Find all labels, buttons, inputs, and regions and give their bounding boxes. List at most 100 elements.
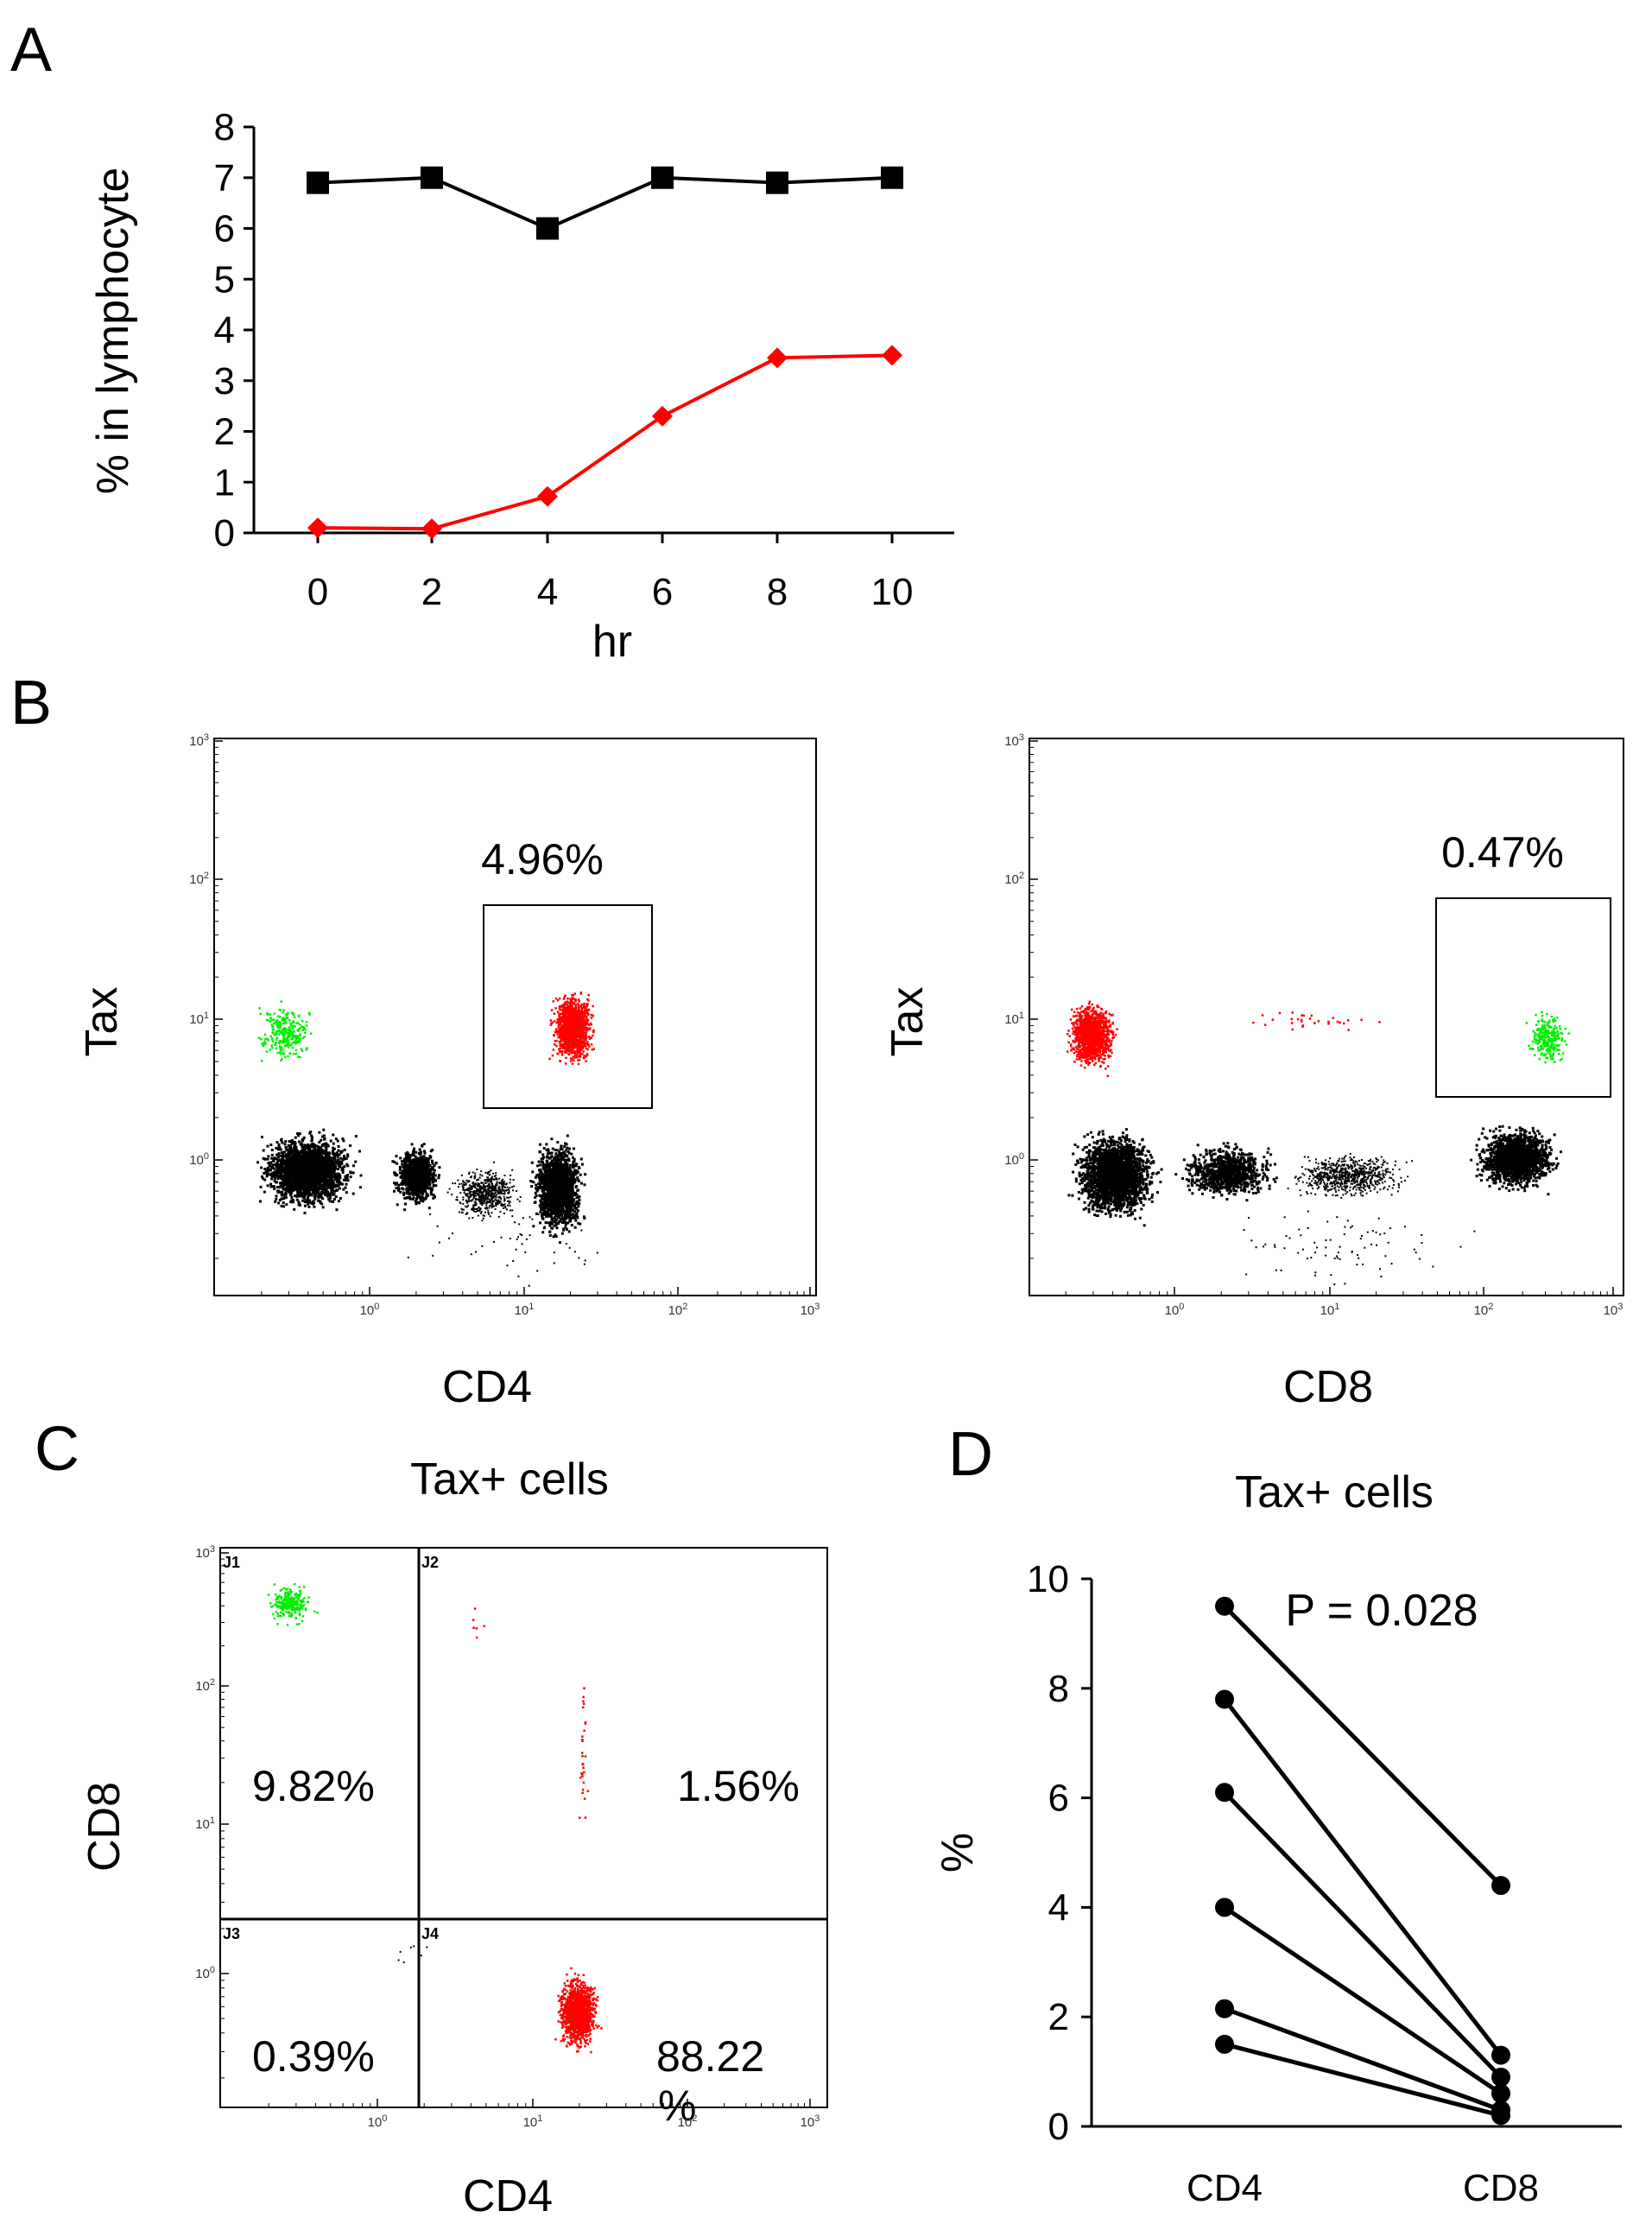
panel-b-left-event-dot [404,1173,408,1176]
panel-b-left-event-dot [322,1150,326,1153]
panel-b-left-event-dot [278,1175,282,1178]
panel-b-left-event-dot [575,1196,579,1200]
panel-b-left-event-dot [407,1172,410,1175]
panel-b-left-event-dot [294,1183,297,1187]
panel-b-left-event-dot [478,1185,480,1188]
panel-b-left-event-dot [318,1148,321,1151]
panel-b-left-event-dot [313,1195,317,1199]
panel-b-left-event-dot [301,1167,303,1170]
panel-b-left-event-dot [422,1198,426,1201]
panel-b-left-event-dot [559,1159,562,1163]
panel-b-left-event-dot [409,1185,413,1188]
panel-b-left-event-dot [259,1200,262,1203]
panel-b-left-event-dot [302,1182,306,1186]
panel-b-left-event-dot [402,1176,405,1180]
panel-b-left-event-dot [472,1190,475,1193]
panel-b-left-event-dot [582,1215,585,1219]
panel-b-left-event-dot [433,1164,436,1168]
panel-b-left-event-dot [346,1153,350,1156]
panel-b-left-event-dot [272,1159,275,1163]
panel-b-left-event-dot [483,1188,485,1191]
panel-b-left-event-dot [402,1182,405,1186]
panel-b-left-event-dot [410,1169,413,1172]
panel-b-left-event-dot [497,1202,499,1205]
panel-b-left-event-dot [480,1194,483,1196]
panel-b-left-event-dot [281,1158,283,1162]
panel-b-left-event-dot [566,1221,570,1225]
panel-b-left-event-dot [479,1201,482,1203]
panel-b-left-event-dot [476,1190,478,1192]
panel-b-left-event-dot [484,1214,485,1217]
panel-b-left-event-dot [485,1179,488,1182]
panel-b-left-event-dot [485,1206,488,1208]
panel-b-left-event-dot [479,1174,482,1176]
panel-b-left-event-dot [422,1157,426,1161]
panel-b-left-event-dot [276,1171,279,1175]
panel-b-left-event-dot [409,1163,413,1166]
panel-b-left-event-dot [313,1168,316,1171]
panel-b-left-event-dot [488,1201,491,1204]
panel-b-left-event-dot [480,1199,482,1201]
panel-b-left-event-dot [320,1160,324,1163]
panel-b-left-event-dot [465,1199,467,1201]
panel-b-left-event-dot [344,1178,347,1182]
panel-b-left-event-dot [415,1188,419,1192]
panel-b-left-event-dot [419,1158,422,1162]
panel-b-left-event-dot [483,1202,485,1205]
panel-b-left-event-dot [293,1186,296,1189]
panel-b-left-event-dot [314,1193,318,1196]
panel-b-left-event-dot [261,1175,263,1178]
panel-b-left-event-dot [462,1208,465,1211]
panel-b-left-event-dot [434,1184,438,1188]
panel-b-left-event-dot [409,1179,412,1182]
panel-b-left-event-dot [313,1201,316,1205]
panel-b-left-event-dot [283,1167,287,1169]
panel-b-left-event-dot [309,1145,313,1149]
panel-b-left-event-dot [290,1199,294,1202]
panel-b-left-event-dot [403,1163,407,1166]
panel-b-left-event-dot [489,1187,491,1189]
panel-b-left-event-dot [490,1181,492,1183]
panel-b-left-event-dot [476,1169,478,1170]
panel-b-left-event-dot [297,1177,301,1181]
panel-b-left-event-dot [287,1163,290,1165]
panel-b-left-event-dot [331,1179,334,1182]
panel-b-left-event-dot [473,1210,475,1213]
panel-b-left-event-dot [415,1191,419,1194]
panel-a-diamond-marker [537,485,558,507]
panel-b-left-event-dot [481,1175,484,1177]
panel-b-left-event-dot [485,1201,488,1204]
panel-b-left-event-dot [307,1145,310,1149]
panel-b-left-event-dot [282,1196,286,1200]
panel-b-left-event-dot [284,1140,288,1144]
panel-b-left-event-dot [502,1205,504,1207]
panel-b-left-event-dot [411,1177,415,1181]
panel-b-left-event-dot [277,1163,281,1166]
panel-b-left-event-dot [297,1194,301,1197]
panel-b-left-event-dot [342,1178,345,1182]
panel-b-left-event-dot [477,1214,479,1217]
panel-b-left-event-dot [342,1188,345,1191]
panel-b-left-event-dot [276,1177,280,1181]
panel-b-left-event-dot [308,1199,312,1202]
panel-b-left-event-dot [269,1161,273,1164]
panel-b-left-event-dot [322,1156,326,1160]
panel-b-left-event-dot [291,1150,294,1154]
panel-b-left-event-dot [493,1161,495,1163]
panel-b-left-event-dot [431,1149,434,1151]
panel-b-left-event-dot [495,1203,497,1206]
panel-b-left-event-dot [294,1165,298,1169]
panel-b-left-event-dot [290,1171,294,1175]
panel-b-left-event-dot [426,1170,429,1174]
panel-b-left-event-dot [465,1182,467,1184]
panel-b-left-event-dot [483,1187,485,1189]
panel-b-left-event-dot [480,1192,483,1194]
panel-a-diamond-marker [767,347,788,369]
panel-b-left-event-dot [547,1148,550,1151]
panel-b-left-event-dot [313,1184,316,1188]
panel-b-left-event-dot [432,1169,435,1172]
panel-b-left-event-dot [318,1131,321,1134]
panel-b-left-event-dot [305,1146,308,1150]
panel-b-left-event-dot [414,1176,417,1180]
